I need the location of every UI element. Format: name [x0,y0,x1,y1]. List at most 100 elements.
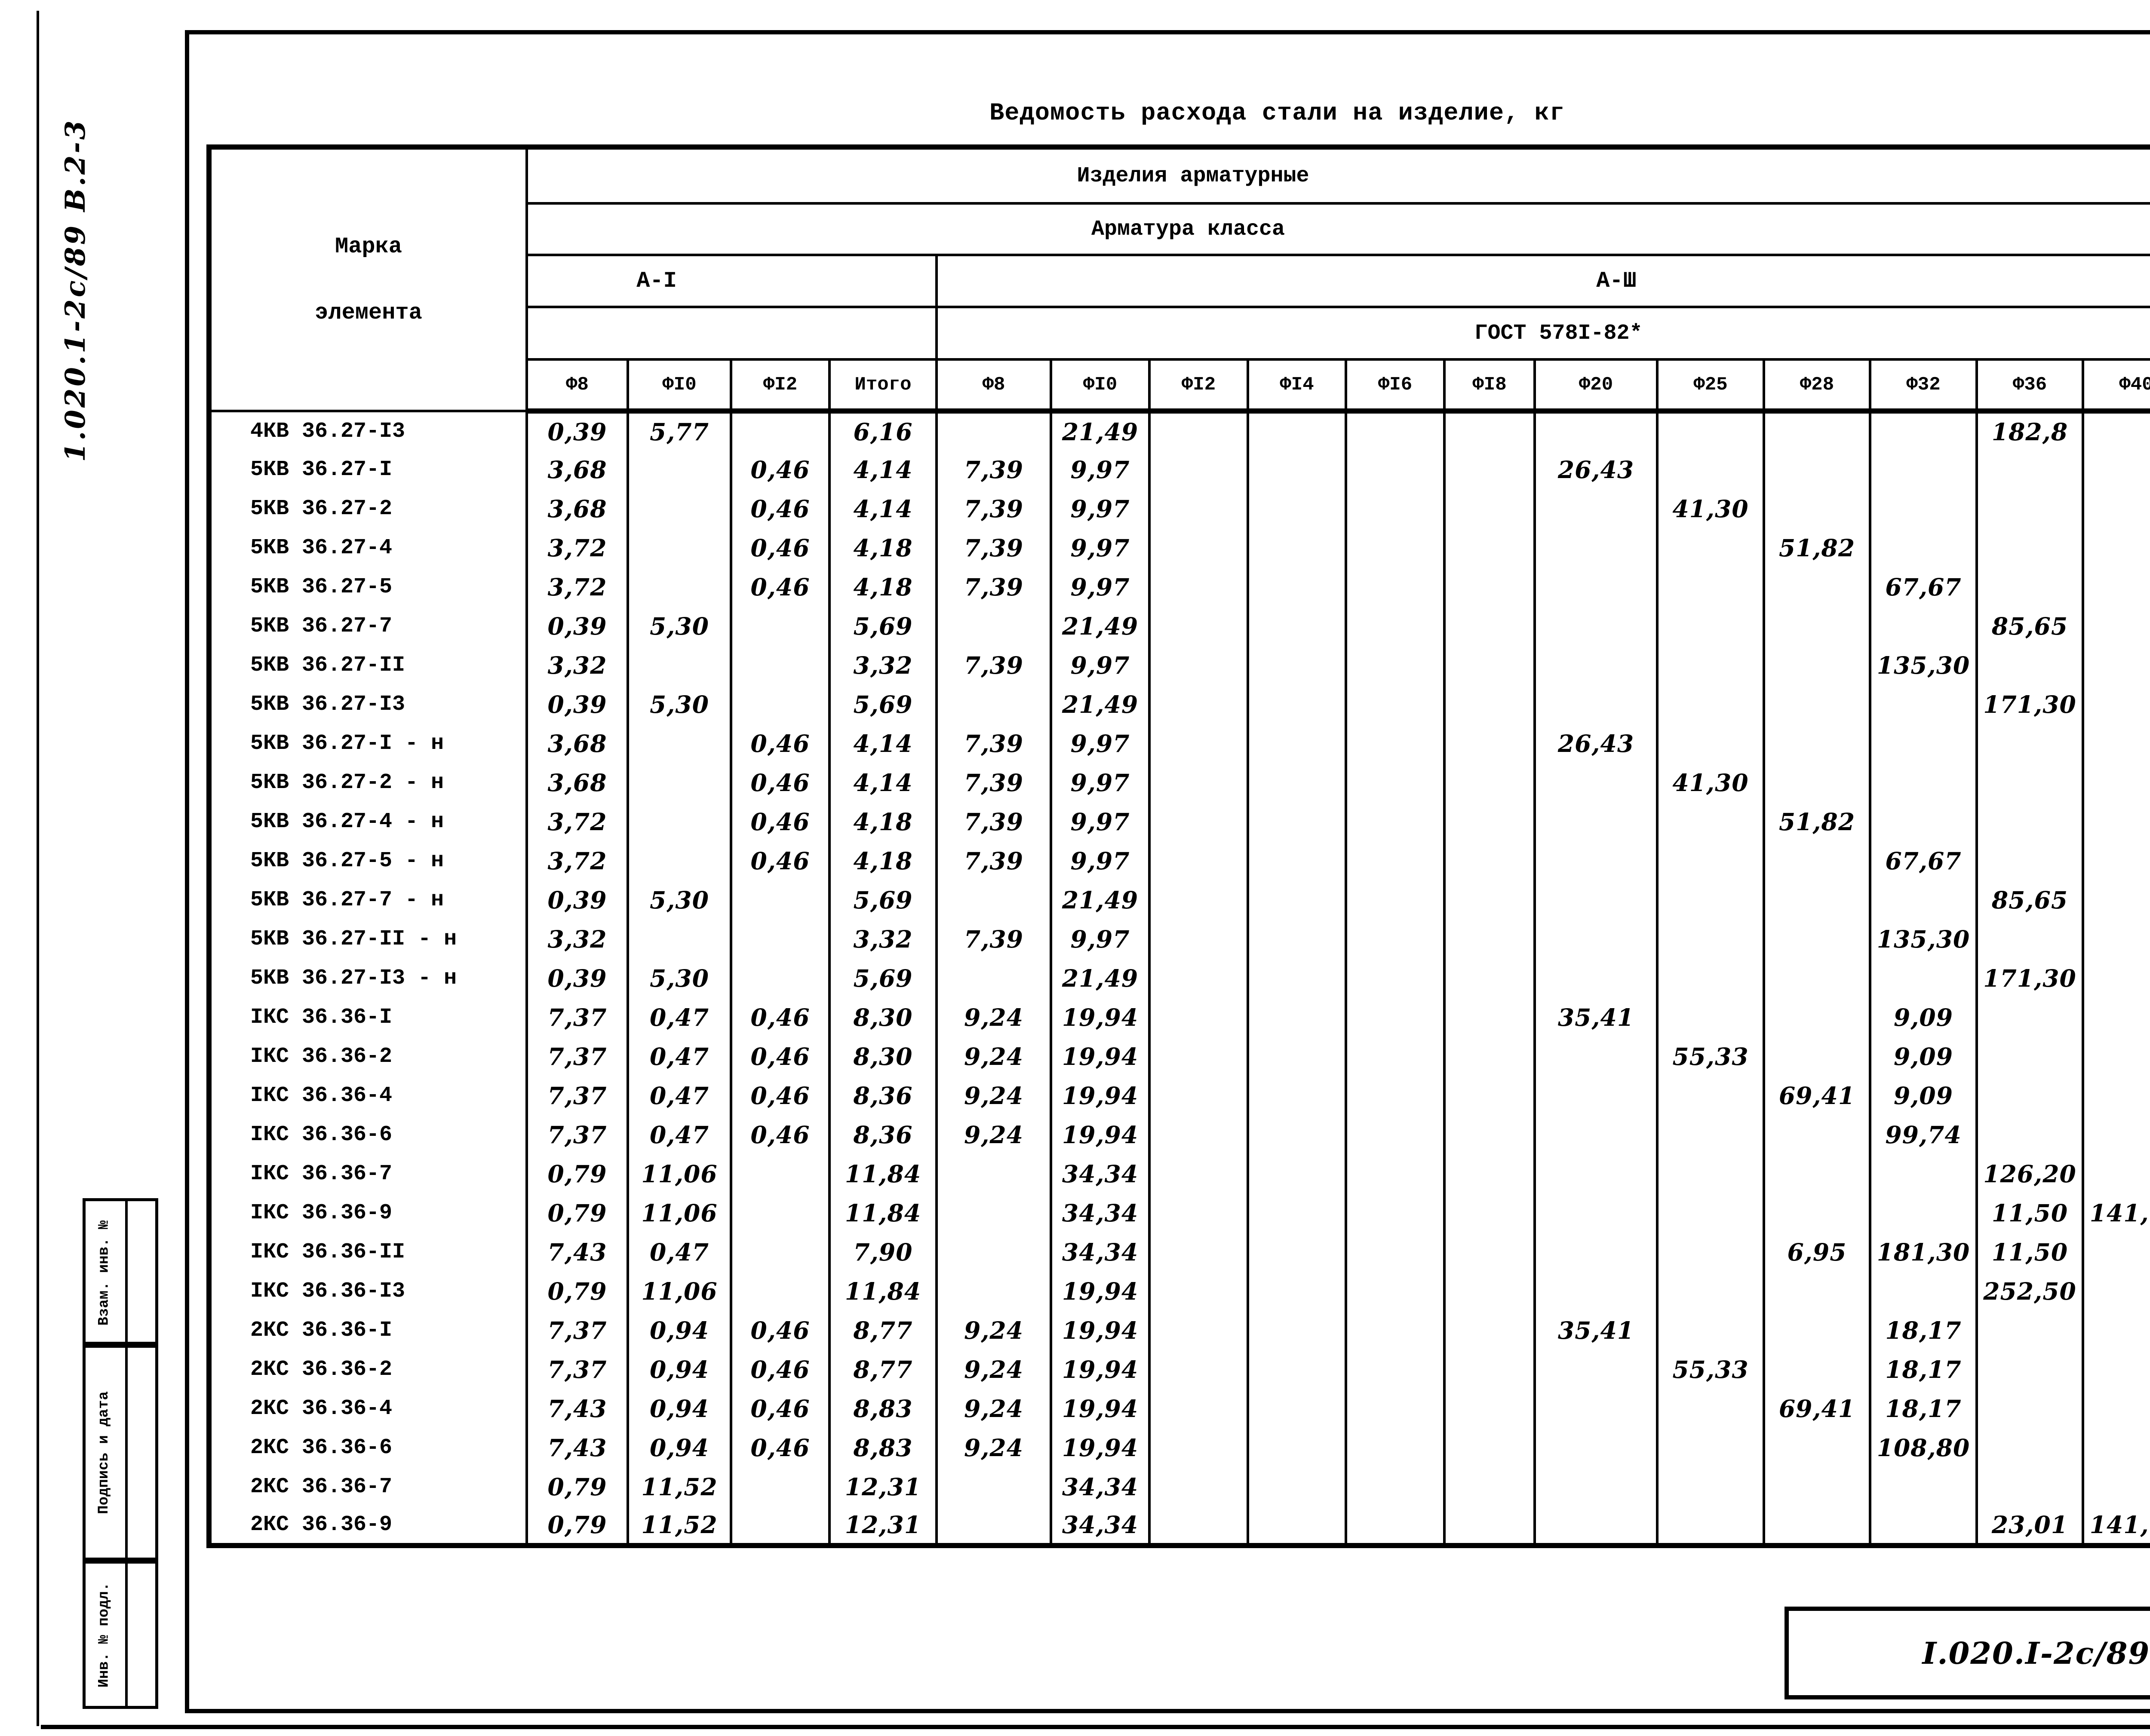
value-cell: 69,41 [1763,1076,1871,1115]
column-header-mark: Марка элемента [208,146,528,412]
column-header-class: Арматура класса [525,202,2150,256]
table-row: 2КС 36.36-4 7,43 0,94 0,46 8,83 9,24 19,94 69,4… [208,1389,2150,1428]
value-cell [1345,1233,1446,1272]
value-cell: 3,72 [525,567,629,607]
value-cell [1148,567,1249,607]
value-cell [1443,411,1536,450]
value-cell: 0,46 [730,802,831,841]
value-cell [1443,1389,1536,1428]
value-cell: 0,46 [730,489,831,528]
value-cell [1247,1076,1347,1115]
table-row: 5КВ 36.27-43,720,464,187,399,9751,8269,1… [208,528,2150,567]
value-cell [1148,607,1249,646]
value-cell [1148,1193,1249,1233]
value-cell: 0,47 [627,1037,732,1076]
table-row: 5КВ 36.27-23,680,464,147,399,9741,3058,6… [208,489,2150,528]
value-cell [1869,724,1978,763]
value-cell: 0,47 [627,1076,732,1115]
value-cell: 9,09 [1869,1076,1978,1115]
value-cell [1975,998,2084,1037]
element-mark-cell: 5КВ 36.27-7 [208,607,528,646]
value-cell [1247,1154,1347,1193]
value-cell [2082,1467,2150,1506]
value-cell: 4,14 [828,450,938,489]
value-cell [1656,567,1765,607]
value-cell: 12,31 [828,1467,938,1506]
element-mark-cell: IКС 36.36-4 [208,1076,528,1115]
value-cell: 19,94 [1050,1272,1151,1311]
value-cell: 9,97 [1050,920,1151,959]
value-cell: 55,33 [1656,1037,1765,1076]
value-cell: 21,49 [1050,411,1151,450]
value-cell [1443,880,1536,920]
stamp-divider [125,1564,128,1706]
value-cell [1869,1154,1978,1193]
value-cell [1247,450,1347,489]
value-cell [1443,998,1536,1037]
value-cell [2082,685,2150,724]
value-cell [1763,1350,1871,1389]
value-cell: 9,24 [935,1428,1052,1467]
value-cell [1763,959,1871,998]
value-cell [2082,920,2150,959]
value-cell [1247,1506,1347,1546]
stamp-box-podpis-data: Подпись и дата [83,1345,158,1561]
value-cell: 0,94 [627,1428,732,1467]
value-cell [627,567,732,607]
value-cell [1443,1272,1536,1311]
value-cell [1247,920,1347,959]
value-cell: 7,39 [935,920,1052,959]
value-cell [1247,489,1347,528]
value-cell [1763,1428,1871,1467]
value-cell [1247,998,1347,1037]
column-header-gost: ГОСТ 578I-82* [935,306,2150,361]
value-cell: 7,39 [935,763,1052,802]
value-cell: 19,94 [1050,1428,1151,1467]
value-cell [1345,802,1446,841]
value-cell [1148,1272,1249,1311]
value-cell: 171,30 [1975,685,2084,724]
value-cell [1148,450,1249,489]
value-cell [1247,1428,1347,1467]
value-cell: 11,52 [627,1467,732,1506]
value-cell: 19,94 [1050,1076,1151,1115]
value-cell [1443,1076,1536,1115]
value-cell [1345,841,1446,880]
table-body: 4КВ 36.27-I30,395,776,1621,49182,8204,30… [208,411,2150,1546]
value-cell: 67,67 [1869,567,1978,607]
value-cell [2082,1272,2150,1311]
value-cell [1533,1506,1659,1546]
value-cell [2082,489,2150,528]
value-cell [1533,1272,1659,1311]
value-cell [730,1193,831,1233]
value-cell [627,763,732,802]
table-row: IКС 36.36-70,7911,0611,8434,34126,20160,… [208,1154,2150,1193]
value-cell: 9,97 [1050,567,1151,607]
value-cell [1656,724,1765,763]
table-row: 5КВ 36.27-5 - н 3,72 0,46 4,18 7,39 9,97 67,67… [208,841,2150,880]
value-cell [1763,489,1871,528]
value-cell: 7,39 [935,646,1052,685]
element-mark-cell: 5КВ 36.27-5 [208,567,528,607]
value-cell: 7,39 [935,841,1052,880]
value-cell: 0,46 [730,1037,831,1076]
value-cell [935,959,1052,998]
value-cell [1656,920,1765,959]
table-header: Марка элемента Изделия арматурные Армату… [208,146,2150,414]
value-cell [2082,841,2150,880]
value-cell [1247,724,1347,763]
value-cell: 3,72 [525,841,629,880]
value-cell: 5,30 [627,880,732,920]
column-header-d12-a1: ФI2 [730,358,831,414]
element-mark-cell: IКС 36.36-9 [208,1193,528,1233]
value-cell [2082,450,2150,489]
value-cell: 99,74 [1869,1115,1978,1154]
value-cell [627,802,732,841]
element-mark-cell: 5КВ 36.27-I [208,450,528,489]
table-row: 5КВ 36.27-2 - н 3,68 0,46 4,14 7,39 9,97 41,30… [208,763,2150,802]
value-cell [935,1154,1052,1193]
value-cell [1763,998,1871,1037]
value-cell [1763,1506,1871,1546]
value-cell [1148,1506,1249,1546]
table-row: 5КВ 36.27-I3 - н0,395,305,6921,49171,301… [208,959,2150,998]
